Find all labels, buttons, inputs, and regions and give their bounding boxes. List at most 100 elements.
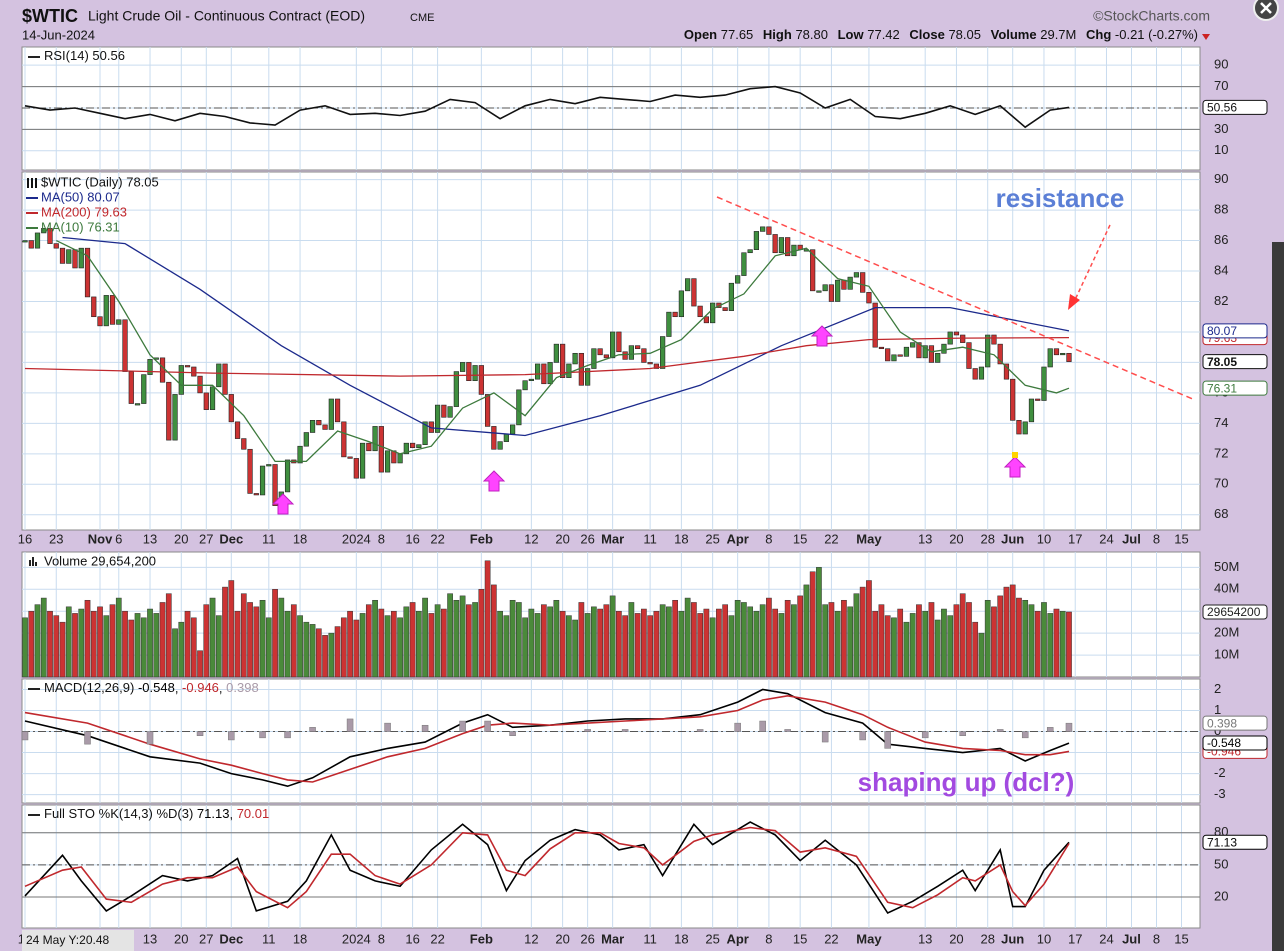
candle <box>259 465 266 496</box>
volume-bar <box>459 595 466 678</box>
candle <box>47 228 53 244</box>
candle <box>453 371 459 407</box>
volume-bar <box>78 608 85 678</box>
x-tick-label: Jun <box>1001 931 1024 946</box>
x-tick-label: May <box>856 531 882 546</box>
candle <box>459 362 466 372</box>
volume-bar <box>528 608 535 678</box>
series-line <box>24 85 1070 129</box>
candle <box>997 343 1003 365</box>
volume-bar <box>747 606 754 678</box>
candle <box>778 237 785 254</box>
series-line <box>24 821 1070 915</box>
x-tick-label: 16 <box>18 531 32 546</box>
y-tick-label: 86 <box>1214 232 1228 247</box>
value-tag <box>1202 715 1268 731</box>
x-tick-label: 15 <box>1174 931 1188 946</box>
volume-bar <box>1053 608 1060 678</box>
candle <box>1035 398 1041 401</box>
y-tick-label: -2 <box>1214 765 1226 780</box>
x-tick-label: 22 <box>430 931 444 946</box>
candle <box>885 348 891 362</box>
value-tag <box>1202 380 1268 396</box>
candle <box>1041 366 1047 401</box>
candle <box>978 366 985 380</box>
candle <box>953 331 960 336</box>
candle <box>434 404 441 433</box>
volume-bar <box>240 593 247 678</box>
close-button[interactable] <box>1253 0 1279 21</box>
candle <box>853 272 860 278</box>
candle <box>741 252 747 276</box>
x-tick-label: 28 <box>980 531 994 546</box>
candle <box>753 231 760 250</box>
volume-bar <box>328 632 335 678</box>
volume-bar <box>909 613 916 678</box>
quote-value: 78.05 <box>948 27 981 42</box>
volume-bar <box>378 608 385 678</box>
candle <box>735 275 741 284</box>
candle <box>72 249 78 269</box>
x-tick-label: 8 <box>378 531 385 546</box>
volume-bar <box>140 617 147 678</box>
volume-bar <box>1047 613 1054 678</box>
candle <box>141 374 147 404</box>
volume-bar <box>290 604 297 678</box>
panel-title-text: RSI(14) <box>44 48 89 63</box>
volume-bar <box>272 589 278 678</box>
x-tick-label: 15 <box>1174 531 1188 546</box>
legend-label: MA(200) 79.63 <box>41 204 127 219</box>
x-tick-label: 24 <box>1099 931 1113 946</box>
candle <box>103 295 109 327</box>
volume-bar <box>147 608 153 678</box>
candle <box>560 343 566 378</box>
x-tick-label: 23 <box>49 531 63 546</box>
x-tick-label: Feb <box>470 931 493 946</box>
candle <box>785 237 791 257</box>
volume-bar <box>572 619 578 678</box>
candle <box>328 398 334 430</box>
candle <box>297 445 303 464</box>
candle <box>22 240 28 243</box>
histogram-bar <box>996 729 1004 732</box>
x-tick-label: May <box>856 931 882 946</box>
x-tick-label: 18 <box>674 531 688 546</box>
volume-bar <box>178 621 185 678</box>
histogram-bar <box>84 731 91 745</box>
candle <box>484 394 491 427</box>
down-triangle <box>1202 34 1210 40</box>
volume-bar <box>516 602 522 678</box>
volume-bar <box>47 610 53 678</box>
candle <box>178 365 184 395</box>
volume-bar <box>253 606 260 678</box>
candle <box>703 316 709 324</box>
volume-bar <box>728 615 735 678</box>
legend-label: MA(50) 80.07 <box>41 189 120 204</box>
volume-bar <box>303 621 310 678</box>
x-tick-label: 17 <box>1068 931 1082 946</box>
x-tick-label: Jun <box>1001 531 1024 546</box>
panel-title-text: MACD(12,26,9) <box>44 680 134 695</box>
volume-bar <box>1059 610 1066 678</box>
y-tick-label: 2 <box>1214 681 1221 696</box>
volume-bar <box>22 617 28 678</box>
x-tick-label: 2024 <box>342 931 371 946</box>
volume-bar <box>365 604 372 678</box>
volume-bar <box>834 610 841 678</box>
volume-bar <box>34 604 41 678</box>
candle <box>84 247 91 298</box>
x-tick-label: 24 <box>1099 531 1113 546</box>
y-tick-label: 72 <box>1214 445 1228 460</box>
close-icon[interactable] <box>1260 2 1272 14</box>
volume-bar <box>1016 597 1022 678</box>
volume-bar <box>134 613 141 678</box>
instrument-name: Light Crude Oil - Continuous Contract (E… <box>88 8 365 24</box>
candle <box>653 363 659 369</box>
close-circle[interactable] <box>1253 0 1279 21</box>
series-line <box>62 236 1070 437</box>
candle <box>316 420 322 426</box>
x-tick-label: 16 <box>405 931 419 946</box>
volume-bar <box>128 619 135 678</box>
histogram-bar <box>309 727 316 732</box>
legend-label: $WTIC (Daily) 78.05 <box>41 174 159 189</box>
